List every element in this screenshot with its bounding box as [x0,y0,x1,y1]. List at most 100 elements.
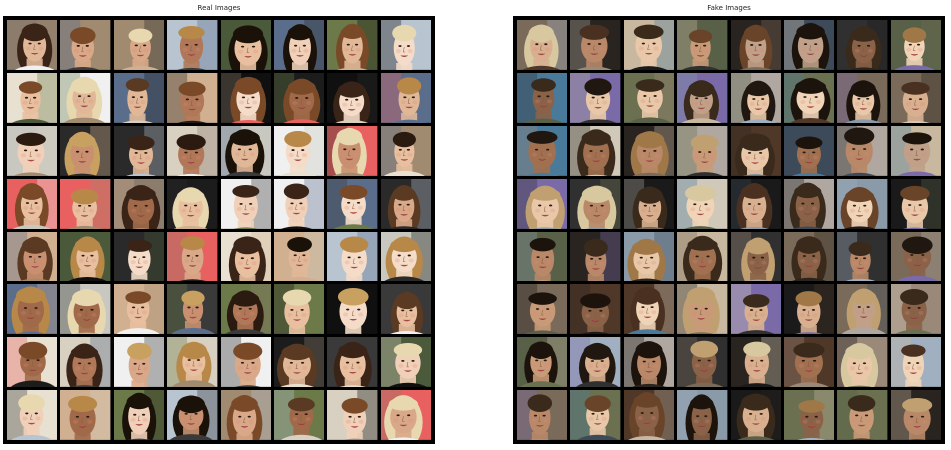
real-face-tile [220,390,271,440]
real-images-title: Real Images [197,4,241,12]
fake-face-tile [517,390,568,440]
real-face-tile [113,231,165,282]
fake-face-tile [517,178,568,229]
fake-face-tile [837,20,888,70]
real-face-tile [7,231,58,282]
real-face-tile [113,178,165,229]
fake-face-tile [623,390,675,440]
fake-face-tile [890,125,941,176]
fake-face-tile [890,72,941,123]
real-face-tile [7,390,58,440]
real-face-tile [113,284,165,335]
fake-face-tile [570,125,621,176]
real-face-tile [167,390,218,440]
fake-face-tile [570,390,621,440]
fake-face-tile [730,125,781,176]
real-face-tile [7,20,58,70]
real-face-tile [327,231,378,282]
real-face-tile [380,125,431,176]
real-face-tile [113,72,165,123]
fake-face-tile [677,337,728,388]
fake-face-tile [517,284,568,335]
fake-face-tile [623,20,675,70]
fake-face-tile [783,20,835,70]
real-face-tile [380,178,431,229]
real-face-tile [113,337,165,388]
fake-face-tile [623,337,675,388]
fake-face-tile [677,72,728,123]
fake-face-tile [783,284,835,335]
real-face-tile [220,72,271,123]
fake-face-tile [677,231,728,282]
fake-face-tile [677,390,728,440]
fake-face-tile [677,20,728,70]
real-face-tile [167,231,218,282]
real-face-tile [327,337,378,388]
real-face-tile [7,337,58,388]
real-face-tile [273,337,325,388]
fake-face-tile [730,178,781,229]
real-face-tile [380,231,431,282]
fake-face-tile [783,390,835,440]
real-face-tile [60,20,111,70]
real-face-tile [220,125,271,176]
fake-face-tile [517,125,568,176]
fake-face-tile [517,72,568,123]
fake-face-tile [570,284,621,335]
real-face-tile [60,284,111,335]
fake-face-tile [517,20,568,70]
real-face-tile [60,125,111,176]
fake-face-tile [730,284,781,335]
fake-face-tile [783,72,835,123]
real-face-tile [220,337,271,388]
fake-face-tile [570,72,621,123]
real-face-tile [167,20,218,70]
real-face-tile [60,178,111,229]
fake-face-tile [837,178,888,229]
real-face-tile [113,390,165,440]
real-face-tile [60,390,111,440]
real-face-tile [167,125,218,176]
fake-face-tile [837,72,888,123]
fake-face-tile [677,125,728,176]
fake-images-panel: Fake Images [513,0,945,450]
fake-face-tile [677,284,728,335]
real-face-tile [327,72,378,123]
fake-face-tile [837,125,888,176]
fake-face-tile [623,231,675,282]
real-face-tile [327,20,378,70]
fake-face-tile [890,284,941,335]
real-face-tile [273,231,325,282]
fake-face-tile [623,72,675,123]
real-face-tile [113,20,165,70]
real-face-tile [327,284,378,335]
real-face-tile [380,390,431,440]
real-face-tile [273,20,325,70]
real-face-tile [60,72,111,123]
real-face-tile [327,390,378,440]
real-face-tile [220,231,271,282]
fake-face-tile [837,390,888,440]
fake-face-tile [517,337,568,388]
real-face-tile [60,337,111,388]
fake-face-tile [570,178,621,229]
real-face-tile [327,178,378,229]
fake-face-tile [730,231,781,282]
fake-face-tile [730,390,781,440]
fake-images-title: Fake Images [707,4,751,12]
fake-face-tile [890,390,941,440]
real-face-tile [60,231,111,282]
fake-face-tile [783,178,835,229]
fake-face-tile [890,337,941,388]
real-images-panel: Real Images [3,0,435,450]
fake-face-tile [570,337,621,388]
real-face-tile [220,284,271,335]
real-face-tile [273,125,325,176]
real-face-tile [7,284,58,335]
real-face-tile [113,125,165,176]
real-images-grid [3,16,435,444]
fake-face-tile [730,72,781,123]
real-face-tile [220,20,271,70]
fake-face-tile [837,284,888,335]
fake-face-tile [890,20,941,70]
